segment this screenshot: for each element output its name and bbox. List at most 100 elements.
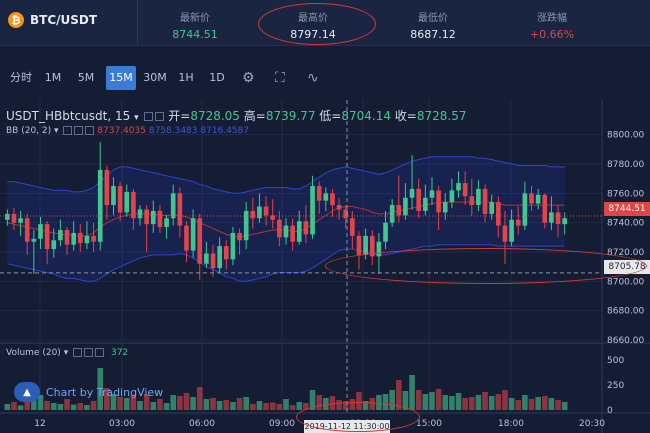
bb-eye-icon[interactable] bbox=[63, 126, 73, 135]
low-value: 8704.14 bbox=[341, 109, 391, 123]
volume-bar bbox=[170, 395, 176, 410]
symbol-label[interactable]: USDT_HBbtcusdt, 15 bbox=[6, 109, 131, 123]
volume-bar bbox=[283, 399, 289, 410]
tradingview-branding[interactable]: ▲ Chart by TradingView bbox=[14, 382, 163, 402]
candle-body bbox=[131, 191, 136, 219]
candle-body bbox=[24, 218, 30, 242]
candle-body bbox=[204, 253, 209, 264]
bitcoin-logo-icon: ₿ bbox=[8, 12, 24, 28]
time-tick-label: 20:30 bbox=[579, 419, 605, 429]
candle-body bbox=[111, 186, 116, 206]
bb-close-icon[interactable] bbox=[85, 126, 95, 135]
volume-bar bbox=[469, 397, 475, 410]
volume-bar bbox=[541, 396, 548, 410]
volume-bar bbox=[488, 396, 495, 410]
candle-body bbox=[383, 222, 388, 242]
ohlc-legend: USDT_HBbtcusdt, 15 ▾ 开=8728.05 高=8739.77… bbox=[6, 109, 467, 123]
candle-body bbox=[555, 212, 561, 225]
candle-body bbox=[296, 221, 302, 242]
candle-body bbox=[363, 235, 368, 255]
bb-gear-icon[interactable] bbox=[74, 126, 84, 135]
low-label: 低= bbox=[319, 109, 342, 123]
candle-body bbox=[71, 232, 76, 245]
volume-bar bbox=[515, 400, 522, 410]
timeframe-tab[interactable]: 30M bbox=[143, 71, 167, 84]
volume-legend: Volume (20) ▾ 372 bbox=[6, 348, 129, 358]
candle-body bbox=[223, 246, 229, 260]
volume-bar bbox=[508, 398, 515, 410]
volume-value: 372 bbox=[110, 348, 129, 358]
volume-bar bbox=[37, 395, 44, 410]
volume-tick-label: 500 bbox=[607, 356, 624, 366]
timeframe-tab[interactable]: 5M bbox=[77, 71, 95, 84]
candle-body bbox=[542, 194, 548, 223]
bb-lower-value: 8716.4587 bbox=[200, 126, 250, 136]
candle-body bbox=[396, 205, 402, 216]
price-tick-label: 8700.00 bbox=[607, 277, 644, 287]
candle-body bbox=[257, 206, 262, 219]
timeframe-tab[interactable]: 1D bbox=[209, 71, 225, 84]
chart-area[interactable]: 8660.00 8680.00 8700.00 8720.00 8740.00 8760.… bbox=[0, 100, 650, 433]
volume-bar bbox=[143, 394, 150, 410]
volume-bar bbox=[263, 403, 269, 410]
tradingview-logo-icon: ▲ bbox=[14, 382, 40, 402]
volume-bar bbox=[336, 400, 342, 410]
candle-body bbox=[230, 232, 236, 260]
volume-bar bbox=[296, 402, 303, 410]
bb-label[interactable]: BB (20, 2) bbox=[6, 126, 52, 136]
timeframe-tab[interactable]: 1H bbox=[178, 71, 194, 84]
volume-bar bbox=[455, 393, 462, 410]
fullscreen-icon[interactable]: ⛶ bbox=[275, 70, 285, 86]
candle-body bbox=[137, 209, 143, 219]
volume-bar bbox=[177, 396, 183, 410]
candle-body bbox=[210, 253, 216, 269]
bb-legend: BB (20, 2) ▾ 8737.4035 8758.3483 8716.45… bbox=[6, 126, 250, 136]
volume-bar bbox=[475, 395, 482, 410]
candle-body bbox=[11, 213, 17, 223]
volume-bar bbox=[462, 398, 468, 410]
candle-body bbox=[144, 209, 149, 225]
pair-selector[interactable]: ₿ BTC/USDT bbox=[8, 12, 97, 28]
timeframe-tab[interactable]: 分时 bbox=[10, 71, 32, 84]
candle-body bbox=[84, 235, 90, 244]
candle-body bbox=[549, 212, 554, 223]
volume-gear-icon[interactable] bbox=[84, 348, 94, 357]
legend-gear-icon[interactable] bbox=[155, 112, 165, 121]
candle-body bbox=[104, 169, 110, 206]
candle-body bbox=[310, 186, 315, 235]
candle-body bbox=[403, 197, 408, 216]
price-tick-label: 8780.00 bbox=[607, 160, 644, 170]
timeframe-tab-active[interactable]: 15M bbox=[106, 66, 136, 90]
candle-body bbox=[496, 202, 501, 226]
candle-body bbox=[416, 188, 422, 211]
stat-value: 8744.51 bbox=[172, 28, 218, 41]
volume-bar bbox=[223, 400, 230, 410]
candle-body bbox=[476, 188, 481, 206]
stat-label: 最高价 bbox=[298, 13, 328, 24]
candle-body bbox=[64, 230, 70, 245]
candle-body bbox=[290, 225, 295, 242]
volume-bar bbox=[323, 398, 329, 410]
candle-body bbox=[77, 232, 83, 244]
volume-bar bbox=[203, 399, 210, 410]
price-tick-label: 8800.00 bbox=[607, 131, 644, 141]
candle-body bbox=[58, 230, 63, 241]
candle-body bbox=[423, 197, 428, 211]
candle-body bbox=[170, 193, 176, 219]
timeframe-tab[interactable]: 1M bbox=[44, 71, 62, 84]
bb-upper-value: 8758.3483 bbox=[148, 126, 198, 136]
volume-bar bbox=[84, 405, 90, 410]
volume-label[interactable]: Volume (20) bbox=[6, 348, 61, 358]
volume-bar bbox=[329, 396, 336, 410]
volume-close-icon[interactable] bbox=[95, 348, 105, 357]
volume-bar bbox=[150, 402, 157, 410]
settings-icon[interactable]: ⚙ bbox=[242, 70, 255, 86]
stat-value: +0.66% bbox=[529, 28, 575, 41]
chart-toolbar: 分时 1M 5M 15M 30M 1H 1D ⚙ ⛶ ∿ bbox=[0, 66, 650, 94]
time-tick-label: 06:00 bbox=[189, 419, 215, 429]
price-chart[interactable]: 8660.00 8680.00 8700.00 8720.00 8740.00 8760.… bbox=[0, 100, 650, 433]
volume-eye-icon[interactable] bbox=[73, 348, 83, 357]
indicators-icon[interactable]: ∿ bbox=[307, 70, 319, 86]
candle-body bbox=[18, 218, 23, 223]
legend-eye-icon[interactable] bbox=[144, 112, 154, 121]
